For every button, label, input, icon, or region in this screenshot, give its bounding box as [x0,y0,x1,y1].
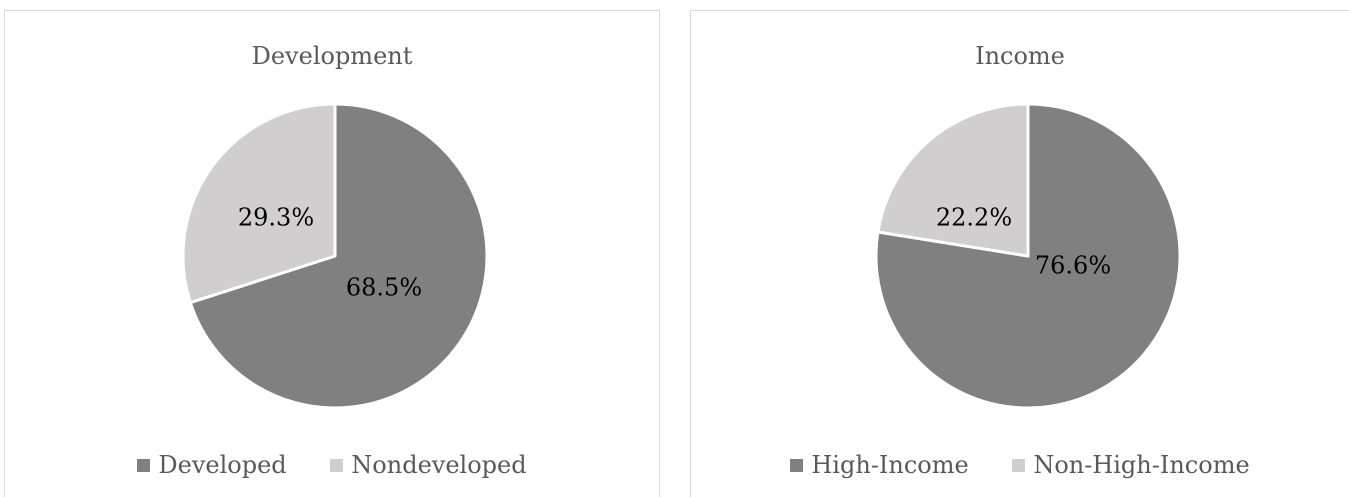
legend-swatch-high-income [790,459,804,472]
pie-slice-developed [188,102,489,410]
legend-item-non-high-income: Non-High-Income [1012,451,1250,479]
legend-label-non-high-income: Non-High-Income [1033,451,1250,479]
legend-item-developed: Developed [137,451,287,479]
legend-label-high-income: High-Income [811,451,969,479]
income-pie: 76.6% 22.2% [874,102,1182,410]
data-label-developed: 68.5% [346,274,422,302]
development-chart: Development 68.5% 29.3% Developed Nondeve… [4,10,660,497]
legend-item-high-income: High-Income [790,451,969,479]
chart-title: Income [975,42,1065,70]
data-label-high-income: 76.6% [1035,252,1111,280]
legend: Developed Nondeveloped [5,451,659,479]
legend-label-nondeveloped: Nondeveloped [351,451,527,479]
pie-slice-non-high-income [876,102,1030,258]
legend-item-nondeveloped: Nondeveloped [330,451,527,479]
pie-slice-nondeveloped [181,102,337,305]
legend-label-developed: Developed [158,451,287,479]
legend-swatch-non-high-income [1012,459,1026,472]
data-label-non-high-income: 22.2% [936,204,1012,232]
legend-swatch-nondeveloped [330,459,344,472]
legend-swatch-developed [137,459,151,472]
data-label-nondeveloped: 29.3% [238,204,314,232]
income-chart: Income 76.6% 22.2% High-Income Non-High-I… [690,10,1349,497]
development-pie: 68.5% 29.3% [181,102,489,410]
chart-title: Development [251,42,413,70]
legend: High-Income Non-High-Income [691,451,1349,479]
